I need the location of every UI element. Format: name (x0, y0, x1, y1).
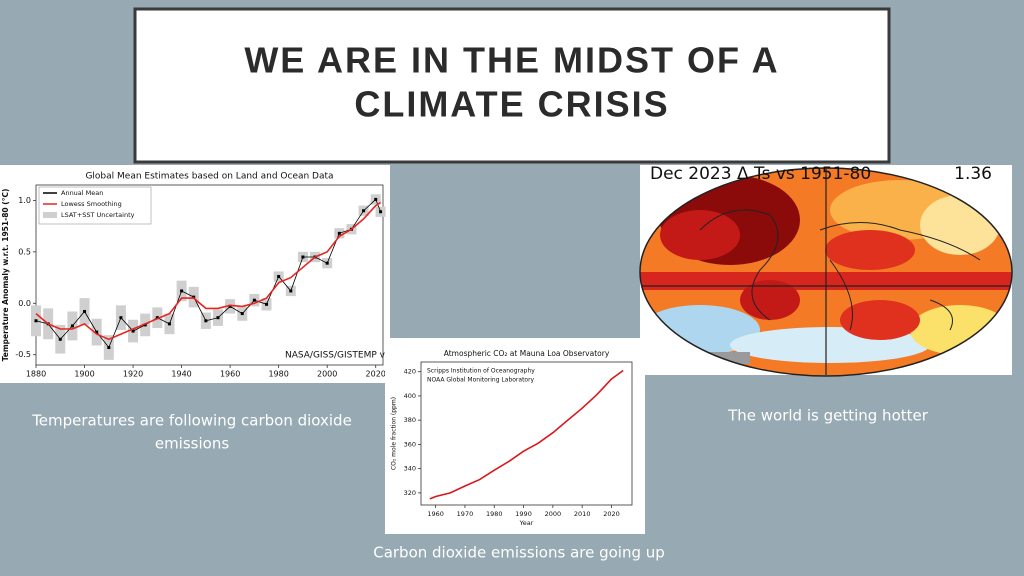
point (143, 323, 147, 327)
point (131, 329, 135, 333)
caption: Temperatures are following carbon dioxid… (31, 412, 352, 430)
point (337, 231, 341, 235)
plot-frame (35, 184, 384, 366)
y-tick-label: 340 (404, 465, 416, 473)
x-tick-label: 2020 (603, 510, 620, 518)
caption: emissions (155, 435, 229, 453)
x-tick-label: 2000 (545, 510, 562, 518)
point (119, 316, 123, 320)
x-tick-label: 1940 (171, 370, 191, 379)
y-tick-label: 320 (404, 489, 416, 497)
point (301, 255, 305, 259)
map (640, 168, 1012, 375)
chart-title: Global Mean Estimates based on Land and … (85, 172, 333, 182)
y-tick-label: 0.5 (18, 247, 31, 256)
x-tick-label: 1990 (515, 510, 532, 518)
x-axis-label: Year (519, 519, 534, 527)
series-line (35, 198, 381, 349)
point (277, 275, 281, 279)
map-value: 1.36 (954, 164, 992, 184)
x-tick-label: 1960 (427, 510, 444, 518)
point (167, 322, 171, 326)
map-region (825, 230, 915, 270)
plot-frame (420, 361, 633, 506)
point (362, 209, 366, 213)
title-box (133, 7, 891, 164)
caption: The world is getting hotter (727, 407, 929, 425)
x-tick-label: 1970 (457, 510, 474, 518)
point (83, 310, 87, 314)
point (228, 304, 232, 308)
annotation: Scripps Institution of Oceanography (427, 368, 535, 375)
x-tick-label: 1900 (74, 370, 94, 379)
y-tick-label: 380 (404, 416, 416, 424)
point (95, 330, 99, 334)
map-outline (639, 167, 1013, 377)
point (216, 316, 220, 320)
map-region (660, 210, 740, 260)
map-coastline (699, 209, 981, 331)
temperature-chart: Global Mean Estimates based on Land and … (1, 172, 386, 379)
series-line (35, 201, 382, 341)
y-tick-label: 1.0 (18, 196, 31, 205)
legend-label: Lowess Smoothing (61, 200, 122, 208)
point (379, 210, 383, 214)
legend-box (38, 186, 152, 225)
point (180, 289, 184, 293)
co2-chart: Atmospheric CO₂ at Mauna Loa Observatory… (391, 349, 633, 527)
slide-title: WE ARE IN THE MIDST OF A (244, 40, 779, 81)
annotation: NOAA Global Monitoring Laboratory (427, 377, 535, 384)
x-tick-label: 2020 (366, 370, 386, 379)
y-tick-label: 420 (404, 368, 416, 376)
map-region (840, 300, 920, 340)
source-note: NASA/GISS/GISTEMP v (285, 351, 386, 361)
x-tick-label: 1980 (486, 510, 503, 518)
map-region (740, 280, 800, 320)
y-axis-label: CO₂ mole fraction (ppm) (391, 397, 398, 470)
point (70, 324, 74, 328)
x-tick-label: 1880 (26, 370, 46, 379)
y-tick-label: -0.5 (15, 350, 31, 359)
x-tick-label: 1960 (220, 370, 240, 379)
point (265, 302, 269, 306)
point (192, 295, 196, 299)
point (155, 316, 159, 320)
y-tick-label: 0.0 (18, 299, 31, 308)
y-axis-label: Temperature Anomaly w.r.t. 1951-80 (°C) (1, 189, 10, 362)
point (240, 312, 244, 316)
x-tick-label: 2010 (574, 510, 591, 518)
x-tick-label: 1920 (123, 370, 143, 379)
legend-label: LSAT+SST Uncertainty (61, 211, 135, 219)
map-title: Dec 2023 Δ Ts vs 1951-80 (650, 164, 871, 184)
point (252, 298, 256, 302)
point (374, 197, 378, 201)
chart-title: Atmospheric CO₂ at Mauna Loa Observatory (444, 349, 610, 358)
series-line (429, 369, 624, 500)
point (34, 319, 38, 323)
x-tick-label: 1980 (268, 370, 288, 379)
point (107, 346, 111, 350)
caption: Carbon dioxide emissions are going up (373, 544, 665, 562)
y-tick-label: 400 (404, 392, 416, 400)
point (204, 319, 208, 323)
point (289, 289, 293, 293)
legend-swatch (43, 212, 57, 218)
co2-chart-bg (385, 338, 645, 534)
slide-title: CLIMATE CRISIS (354, 84, 669, 125)
legend-label: Annual Mean (61, 189, 103, 197)
point (325, 261, 329, 265)
point (58, 337, 62, 341)
y-tick-label: 360 (404, 440, 416, 448)
x-tick-label: 2000 (317, 370, 337, 379)
